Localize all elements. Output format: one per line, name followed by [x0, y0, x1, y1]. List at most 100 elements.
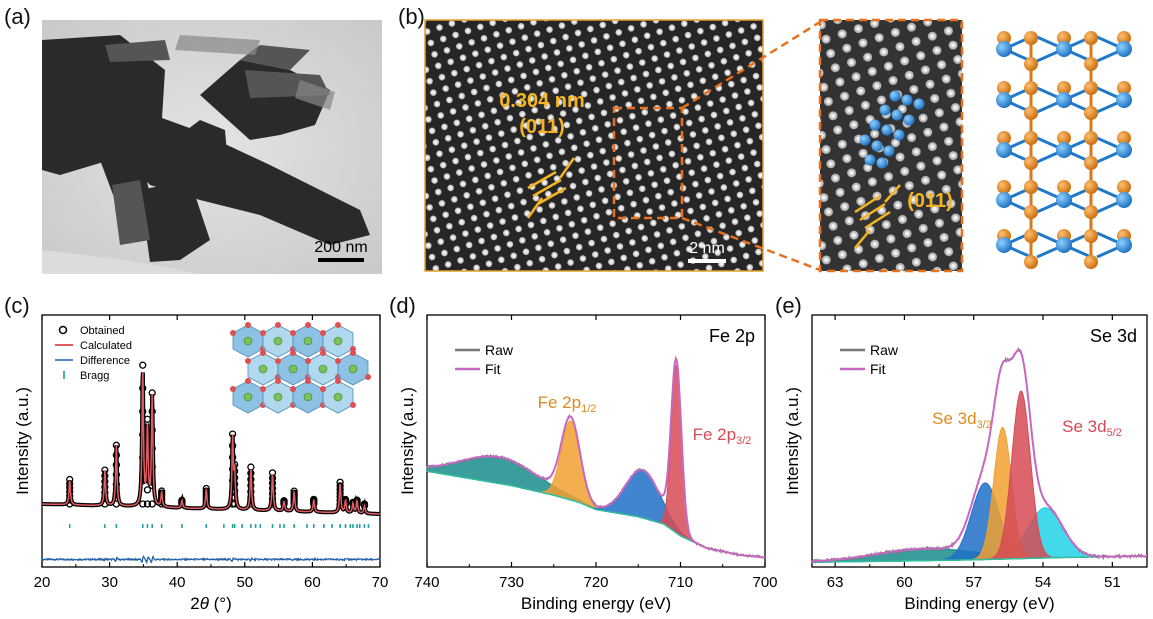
lattice-spacing-label: 0.304 nm — [499, 90, 585, 112]
y-axis-label: Intensity (a.u.) — [398, 387, 417, 495]
component-blue — [812, 482, 1147, 563]
legend-calculated: Calculated — [80, 340, 132, 352]
fe-atom — [1056, 92, 1072, 108]
x-tick-label: 20 — [34, 574, 51, 591]
x-axis-label-suffix: (°) — [209, 594, 232, 613]
legend-raw: Raw — [485, 342, 514, 358]
x-axis-label-theta: θ — [200, 594, 210, 613]
se-atom — [1084, 81, 1098, 95]
obtained-marker — [112, 480, 121, 489]
obtained-marker — [112, 490, 121, 498]
fe-atom — [996, 192, 1012, 208]
se-atom — [1084, 229, 1098, 243]
se-atom — [1024, 205, 1038, 219]
fe-atom — [243, 336, 253, 346]
se-atom — [1084, 31, 1098, 45]
x-axis-label: 2θ (°) — [190, 594, 232, 613]
se-atom — [260, 330, 266, 336]
plot-title: Se 3d — [1090, 326, 1137, 346]
x-tick-label: 720 — [583, 574, 608, 591]
se-atom — [335, 378, 341, 384]
legend-fit: Fit — [485, 361, 501, 377]
se-atom — [1117, 31, 1131, 45]
legend-fit: Fit — [870, 361, 886, 377]
legend-obtained: Obtained — [80, 325, 125, 337]
x-tick-label: 60 — [896, 574, 913, 591]
hrtem-zoom-inset: (011) — [818, 18, 964, 273]
annotation-se3d32-main: Se 3d — [932, 409, 976, 428]
annotation-fe2p32-sub: 3/2 — [736, 435, 751, 447]
plot-title: Fe 2p — [709, 326, 755, 346]
legend-bragg: Bragg — [80, 370, 109, 382]
obtained-marker — [202, 500, 210, 508]
tem-image: 200 nm — [42, 20, 382, 274]
annotation-fe2p12: Fe 2p1/2 — [538, 393, 597, 415]
se-atom — [997, 81, 1011, 95]
se-atom — [320, 330, 326, 336]
x-tick-label: 700 — [752, 574, 777, 591]
obtained-marker — [139, 500, 147, 508]
annotation-se3d32-sub: 3/2 — [977, 419, 992, 431]
zoom-box — [612, 106, 684, 220]
obtained-marker — [139, 454, 147, 462]
annotation-fe2p32: Fe 2p3/2 — [693, 425, 752, 447]
fe-atom — [303, 336, 313, 346]
panel-label-c: (c) — [4, 293, 30, 318]
fe-atom — [996, 142, 1012, 158]
se-atom — [245, 322, 251, 328]
fe-atom — [1116, 192, 1132, 208]
se-atom — [997, 131, 1011, 145]
se-atom — [1024, 106, 1038, 120]
y-axis-label: Intensity (a.u.) — [13, 387, 32, 495]
se-atom — [260, 350, 266, 356]
fe-atom — [1056, 192, 1072, 208]
obtained-marker — [66, 492, 74, 500]
panel-label-a: (a) — [4, 4, 31, 29]
scale-bar-a — [318, 258, 364, 262]
fe-atom — [1056, 237, 1072, 253]
fe-atom — [1116, 41, 1132, 57]
se-atom — [1057, 31, 1071, 45]
se-atom — [1117, 81, 1131, 95]
panel-label-d: (d) — [389, 293, 416, 318]
scale-bar-a-label: 200 nm — [314, 239, 367, 256]
x-tick-label: 57 — [965, 574, 982, 591]
se-atom — [1084, 180, 1098, 194]
scale-bar-b-label: 2 nm — [689, 240, 725, 257]
se-atom — [1024, 81, 1038, 95]
annotation-fe2p12-main: Fe 2p — [538, 393, 581, 412]
obtained-marker — [112, 500, 121, 508]
se-atom — [245, 358, 251, 364]
obtained-marker — [148, 500, 156, 508]
difference-trace — [41, 554, 381, 565]
se-atom — [1024, 31, 1038, 45]
x-tick-label: 40 — [169, 574, 186, 591]
fe-atom — [1116, 142, 1132, 158]
se-atom — [1057, 81, 1071, 95]
annotation-se3d52-sub: 5/2 — [1107, 427, 1122, 439]
plot-frame — [811, 314, 1148, 568]
legend-difference: Difference — [80, 355, 130, 367]
obtained-marker — [148, 481, 156, 490]
xrd-plot: 20 30 40 50 60 70 2θ (°) Intensity (a.u.) Obtain… — [13, 314, 388, 613]
fe-atom — [996, 237, 1012, 253]
obtained-marker — [202, 497, 210, 506]
background-line — [426, 470, 765, 559]
x-tick-label: 54 — [1035, 574, 1052, 591]
se-atom — [230, 386, 236, 392]
atom-overlay — [859, 90, 925, 169]
se-atom — [305, 358, 311, 364]
fe-atom — [996, 41, 1012, 57]
fe-atom — [273, 336, 283, 346]
se-atom — [305, 378, 311, 384]
fe-atom — [243, 392, 253, 402]
hrtem-image: 0.304 nm (011) 2 nm — [424, 19, 821, 272]
fe-atom — [273, 392, 283, 402]
x-tick-label: 30 — [101, 574, 118, 591]
se-atom — [1024, 131, 1038, 145]
se-atom — [260, 386, 266, 392]
scale-bar-b — [688, 259, 726, 263]
se-atom — [1024, 255, 1038, 269]
obtained-marker — [268, 489, 277, 498]
fe-atom — [1056, 142, 1072, 158]
